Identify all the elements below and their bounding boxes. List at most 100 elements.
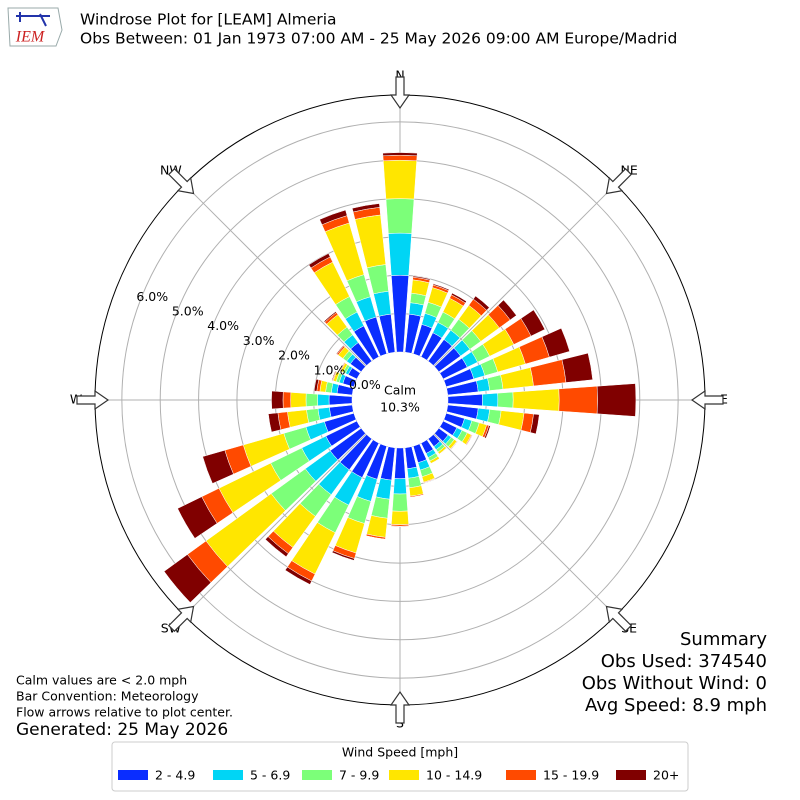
bar-segment xyxy=(497,299,517,321)
legend-swatch xyxy=(616,770,646,780)
bar-segment xyxy=(393,478,407,495)
r-tick-label: 6.0% xyxy=(136,289,168,304)
calm-label: Calm xyxy=(384,383,416,398)
generated: Generated: 25 May 2026 xyxy=(16,720,228,740)
bar-segment xyxy=(596,383,637,417)
calm-value: 10.3% xyxy=(380,400,420,415)
bar-segment xyxy=(541,327,570,358)
bar-segment xyxy=(323,311,337,323)
legend-label: 5 - 6.9 xyxy=(250,768,290,783)
r-tick-label: 5.0% xyxy=(172,304,204,319)
legend-swatch xyxy=(389,770,419,780)
bar-segment xyxy=(431,458,440,465)
bar-segment xyxy=(177,496,218,539)
logo: IEM xyxy=(7,7,63,47)
legend-swatch xyxy=(213,770,243,780)
bar-segment xyxy=(290,392,307,408)
bar-segment xyxy=(450,441,458,450)
chart-title: Windrose Plot for [LEAM] Almeria xyxy=(80,11,337,29)
r-tick-label: 2.0% xyxy=(278,348,310,363)
bar-segment xyxy=(472,295,490,311)
bar-segment xyxy=(484,425,491,439)
flow-arrow xyxy=(389,76,411,110)
flow-arrow xyxy=(605,167,633,195)
bar-segment xyxy=(202,449,234,484)
bar-segment xyxy=(351,203,381,213)
bar-segment xyxy=(328,394,353,406)
bar-segment xyxy=(482,392,499,408)
r-tick-label: 1.0% xyxy=(314,362,346,377)
bar-segment xyxy=(388,232,412,276)
bar-segment xyxy=(284,566,313,585)
legend-label: 10 - 14.9 xyxy=(426,768,482,783)
flow-arrow xyxy=(389,690,411,724)
legend-label: 15 - 19.9 xyxy=(543,768,599,783)
summary-line: Obs Used: 374540 xyxy=(601,651,767,672)
r-tick-label: 3.0% xyxy=(243,333,275,348)
bar-segment xyxy=(466,434,473,446)
r-tick-label: 0.0% xyxy=(349,377,381,392)
direction-label: N xyxy=(395,68,404,83)
bar-segment xyxy=(385,198,415,234)
legend: 2 - 4.9 5 - 6.9 7 - 9.9 10 - 14.9 15 - 19.9 2… xyxy=(118,768,679,783)
legend-label: 20+ xyxy=(653,768,679,783)
chart-subtitle: Obs Between: 01 Jan 1973 07:00 AM - 25 M… xyxy=(80,30,677,48)
direction-label: E xyxy=(720,392,728,407)
bar-segment xyxy=(331,550,355,561)
logo-mark xyxy=(16,12,50,27)
flow-arrow xyxy=(605,605,633,633)
legend-label: 2 - 4.9 xyxy=(155,768,195,783)
bar-segment xyxy=(383,159,417,200)
bar-segment xyxy=(410,494,424,498)
bar-segment xyxy=(271,390,284,410)
flow-arrow xyxy=(167,605,195,633)
legend-box xyxy=(111,741,689,792)
bar-segment xyxy=(382,154,418,162)
bar-segment xyxy=(163,554,212,603)
flow-arrow xyxy=(167,167,195,195)
summary-line: Summary xyxy=(680,629,767,650)
bar-segment xyxy=(497,391,514,409)
bar-segment xyxy=(382,152,418,157)
bar-segment xyxy=(439,448,447,455)
flow-arrow xyxy=(690,389,724,411)
grid-spoke xyxy=(183,183,367,367)
bar-segment xyxy=(476,407,490,423)
note: Flow arrows relative to plot center. xyxy=(16,705,233,720)
bar-segment xyxy=(561,352,593,383)
bar-segment xyxy=(265,536,289,558)
legend-label: 7 - 9.9 xyxy=(339,768,379,783)
summary-line: Obs Without Wind: 0 xyxy=(582,673,767,694)
grid-spoke xyxy=(433,183,617,367)
bar-segment xyxy=(317,393,330,407)
flow-arrow xyxy=(76,389,110,411)
bar-segment xyxy=(450,292,467,304)
bar-segment xyxy=(319,209,348,226)
bar-segment xyxy=(268,412,282,433)
bar-segment xyxy=(423,478,436,484)
legend-swatch xyxy=(302,770,332,780)
logo-text: IEM xyxy=(15,29,46,46)
legend-swatch xyxy=(506,770,536,780)
bar-segment xyxy=(391,493,409,512)
bar-segment xyxy=(512,388,560,412)
bar-segment xyxy=(282,391,292,409)
grid-spoke xyxy=(183,433,367,617)
legend-swatch xyxy=(118,770,148,780)
logo-outline xyxy=(7,7,63,47)
bar-segment xyxy=(339,362,345,372)
bar-segment xyxy=(308,253,331,269)
r-tick-label: 4.0% xyxy=(207,318,239,333)
bar-segment xyxy=(391,510,409,525)
bar-segment xyxy=(558,385,598,415)
bar-segment xyxy=(530,413,540,435)
bar-segment xyxy=(412,275,431,281)
bar-segment xyxy=(476,377,490,393)
bar-segment xyxy=(331,370,337,381)
summary-line: Avg Speed: 8.9 mph xyxy=(585,695,767,716)
bar-segment xyxy=(335,344,345,355)
bar-segment xyxy=(390,525,410,527)
